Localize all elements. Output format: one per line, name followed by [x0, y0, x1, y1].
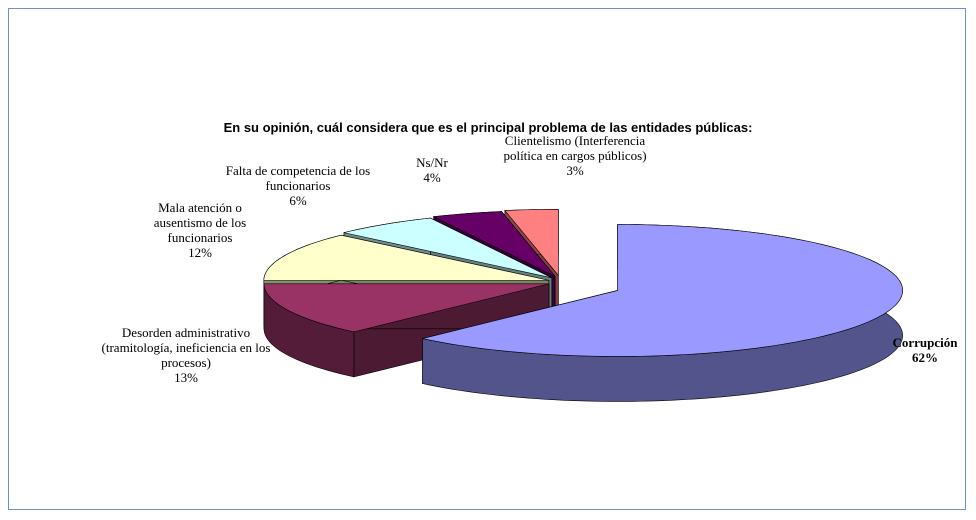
slice-top	[504, 209, 559, 277]
category-label: Corrupción	[892, 335, 958, 350]
value-label: 4%	[423, 170, 441, 185]
slice-label: Clientelismo (Interferencia política en …	[495, 133, 655, 178]
slice-label: Ns/Nr 4%	[402, 155, 462, 185]
pie-slice	[263, 283, 550, 378]
category-label: Ns/Nr	[416, 155, 448, 170]
slice-top	[422, 224, 903, 357]
chart-frame	[8, 8, 966, 510]
slice-top	[263, 283, 550, 333]
slice-label: Mala atención o ausentismo de los funcio…	[135, 200, 265, 260]
slice-top	[343, 217, 552, 279]
value-label: 62%	[912, 350, 938, 365]
value-label: 6%	[289, 193, 307, 208]
slice-label: Falta de competencia de los funcionarios…	[213, 163, 383, 208]
category-label: Falta de competencia de los funcionarios	[225, 163, 371, 193]
pie-slice	[422, 224, 903, 402]
slice-top	[263, 234, 549, 281]
slice-top	[432, 211, 556, 277]
slice-label: Corrupción 62%	[875, 335, 975, 365]
category-label: Clientelismo (Interferencia política en …	[503, 133, 647, 163]
chart-title: En su opinión, cuál considera que es el …	[223, 120, 753, 135]
value-label: 12%	[188, 245, 212, 260]
slice-label: Desorden administrativo (tramitología, i…	[91, 325, 281, 385]
category-label: Desorden administrativo (tramitología, i…	[101, 325, 271, 370]
value-label: 13%	[174, 370, 198, 385]
category-label: Mala atención o ausentismo de los funcio…	[153, 200, 247, 245]
value-label: 3%	[566, 163, 584, 178]
